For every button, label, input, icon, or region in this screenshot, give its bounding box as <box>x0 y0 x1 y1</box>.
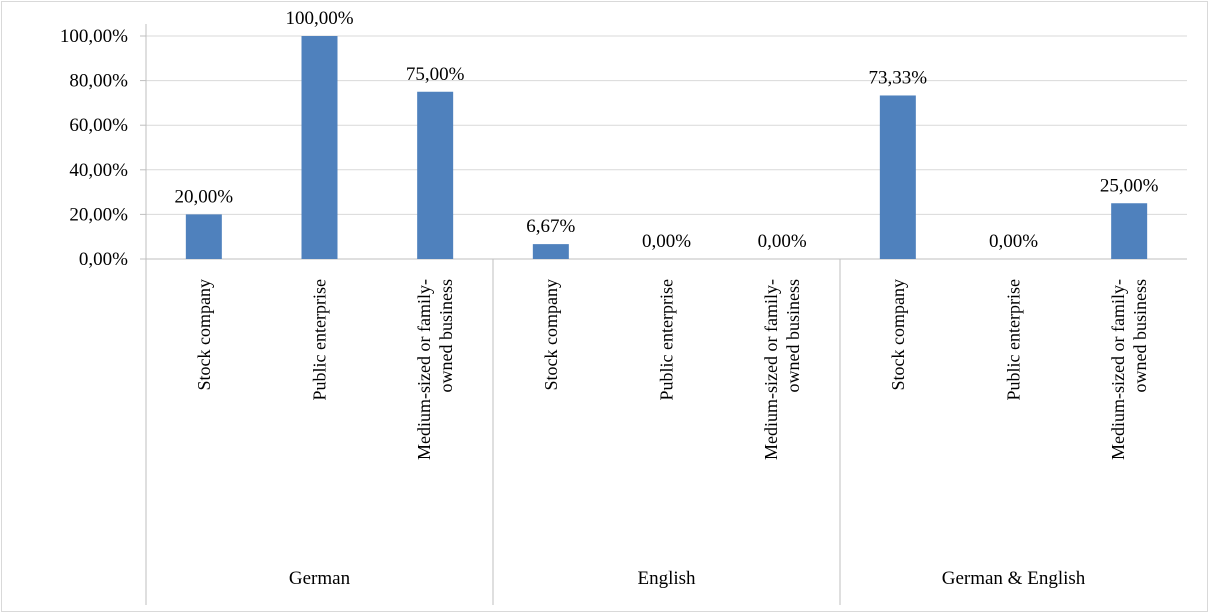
data-label: 75,00% <box>406 64 465 85</box>
category-label: owned business <box>1130 279 1150 393</box>
category-label: Public enterprise <box>657 279 677 400</box>
y-tick-label: 40,00% <box>69 160 128 181</box>
bar <box>185 214 222 259</box>
category-label: Stock company <box>194 279 214 390</box>
bar <box>1111 203 1148 259</box>
category-label: Stock company <box>888 279 908 390</box>
category-label: Stock company <box>541 279 561 390</box>
data-label: 25,00% <box>1100 175 1159 196</box>
bar <box>879 95 916 260</box>
data-label: 0,00% <box>989 231 1038 252</box>
data-label: 73,33% <box>869 67 928 88</box>
category-label: Medium-sized or family- <box>414 279 434 460</box>
data-label: 0,00% <box>642 231 691 252</box>
category-label: owned business <box>436 279 456 393</box>
category-label: Medium-sized or family- <box>1108 279 1128 460</box>
group-label: German <box>289 568 351 589</box>
category-label: Public enterprise <box>310 279 330 400</box>
category-label: owned business <box>783 279 803 393</box>
data-label: 20,00% <box>175 186 234 207</box>
y-tick-label: 80,00% <box>69 71 128 92</box>
bar <box>301 36 338 259</box>
bar <box>532 244 569 259</box>
category-label: Medium-sized or family- <box>761 279 781 460</box>
bar <box>417 91 454 259</box>
y-tick-label: 20,00% <box>69 204 128 225</box>
group-label: German & English <box>942 568 1086 589</box>
y-tick-label: 0,00% <box>79 249 128 270</box>
data-label: 100,00% <box>285 8 353 29</box>
category-label: Public enterprise <box>1004 279 1024 400</box>
data-label: 0,00% <box>758 231 807 252</box>
data-label: 6,67% <box>526 216 575 237</box>
y-tick-label: 100,00% <box>60 26 128 47</box>
group-label: English <box>637 568 696 589</box>
y-tick-label: 60,00% <box>69 115 128 136</box>
